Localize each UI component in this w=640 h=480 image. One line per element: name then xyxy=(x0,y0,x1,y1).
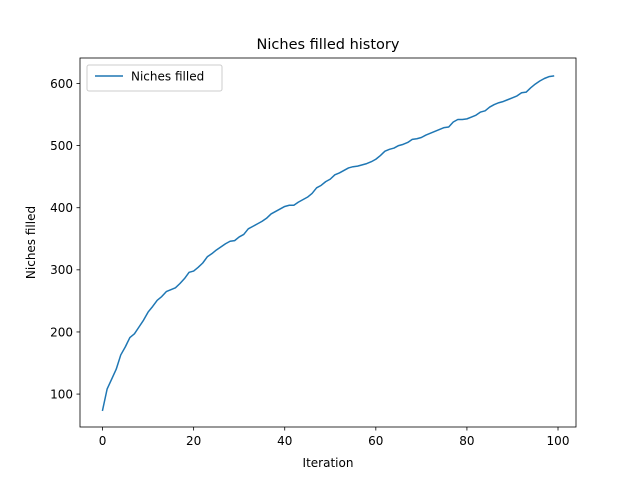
x-axis-ticks: 0 20 40 60 80 100 xyxy=(99,427,570,448)
x-tick-label: 20 xyxy=(186,434,201,448)
x-tick-label: 40 xyxy=(277,434,292,448)
y-tick-label: 500 xyxy=(50,139,73,153)
series-line-niches-filled xyxy=(101,75,555,412)
plot-frame xyxy=(79,57,577,428)
plot-area xyxy=(80,58,576,427)
x-axis-label: Iteration xyxy=(303,456,354,470)
y-tick-label: 200 xyxy=(50,325,73,339)
y-tick-label: 100 xyxy=(50,387,73,401)
x-tick-label: 100 xyxy=(547,434,570,448)
x-tick-label: 80 xyxy=(459,434,474,448)
y-axis-label: Niches filled xyxy=(24,206,38,279)
chart-title: Niches filled history xyxy=(257,37,400,53)
y-tick-label: 600 xyxy=(50,77,73,91)
legend: Niches filled xyxy=(86,64,223,92)
y-axis-ticks: 100 200 300 400 500 600 xyxy=(50,77,80,401)
y-tick-label: 300 xyxy=(50,263,73,277)
legend-box xyxy=(86,64,223,92)
series-group xyxy=(101,75,555,412)
x-tick-label: 60 xyxy=(368,434,383,448)
y-tick-label: 400 xyxy=(50,201,73,215)
legend-label: Niches filled xyxy=(131,70,204,84)
x-tick-label: 0 xyxy=(99,434,107,448)
